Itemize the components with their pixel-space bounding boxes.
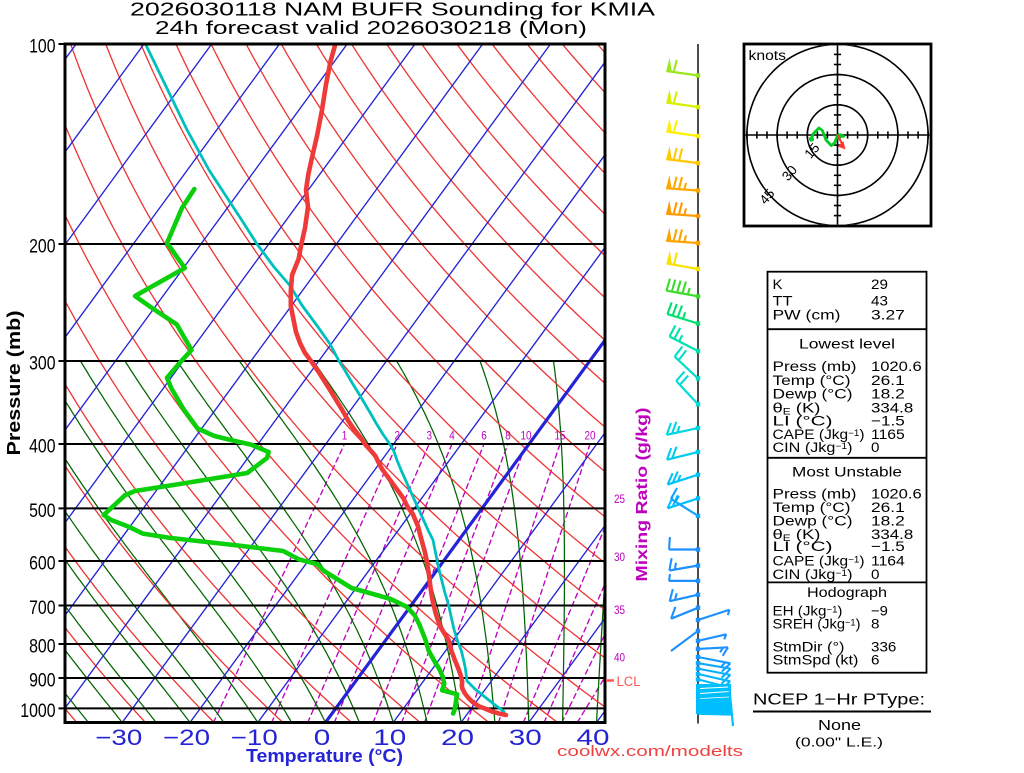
svg-text:Temperature (°C): Temperature (°C) [246, 746, 403, 766]
svg-text:LCL: LCL [617, 674, 641, 689]
svg-text:200: 200 [29, 236, 56, 258]
svg-text:Mixing Ratio (g/kg): Mixing Ratio (g/kg) [634, 408, 651, 582]
svg-text:20: 20 [441, 725, 474, 750]
svg-text:35: 35 [614, 603, 625, 617]
svg-text:None: None [818, 717, 861, 734]
svg-text:400: 400 [29, 436, 56, 458]
svg-text:15: 15 [555, 429, 566, 443]
svg-text:coolwx.com/modelts: coolwx.com/modelts [557, 743, 743, 760]
svg-text:1000: 1000 [20, 700, 55, 722]
svg-text:Most Unstable: Most Unstable [792, 464, 902, 480]
svg-text:−20: −20 [163, 725, 210, 750]
svg-text:Lowest level: Lowest level [799, 337, 895, 353]
svg-text:knots: knots [749, 48, 787, 63]
svg-text:700: 700 [29, 597, 56, 619]
svg-text:3: 3 [426, 429, 432, 443]
svg-text:3.27: 3.27 [871, 307, 905, 323]
svg-text:6: 6 [481, 429, 487, 443]
svg-text:900: 900 [29, 669, 56, 691]
svg-text:0: 0 [871, 567, 880, 583]
svg-text:500: 500 [29, 500, 56, 522]
svg-text:20: 20 [585, 429, 596, 443]
svg-text:100: 100 [29, 36, 56, 58]
svg-text:1: 1 [342, 429, 348, 443]
svg-text:4: 4 [449, 429, 455, 443]
svg-text:8: 8 [871, 617, 880, 633]
svg-text:30: 30 [509, 725, 542, 750]
svg-text:600: 600 [29, 553, 56, 575]
svg-text:(0.00" L.E.): (0.00" L.E.) [795, 736, 883, 750]
svg-text:2: 2 [394, 429, 400, 443]
svg-text:K: K [773, 277, 784, 293]
svg-text:Hodograph: Hodograph [807, 585, 887, 601]
svg-text:300: 300 [29, 352, 56, 374]
svg-text:30: 30 [614, 550, 625, 564]
svg-text:25: 25 [614, 492, 625, 506]
svg-text:10: 10 [521, 429, 532, 443]
svg-text:8: 8 [505, 429, 511, 443]
svg-text:NCEP 1−Hr PType:: NCEP 1−Hr PType: [753, 692, 925, 709]
svg-text:6: 6 [871, 653, 880, 669]
svg-text:StmSpd (kt): StmSpd (kt) [773, 653, 859, 669]
svg-text:800: 800 [29, 636, 56, 658]
svg-text:0: 0 [871, 440, 880, 456]
svg-text:29: 29 [871, 277, 888, 293]
svg-text:24h forecast valid 2026030218: 24h forecast valid 2026030218 (Mon) [155, 17, 587, 38]
svg-text:−30: −30 [95, 725, 142, 750]
svg-text:Pressure (mb): Pressure (mb) [3, 311, 24, 456]
svg-text:PW (cm): PW (cm) [773, 307, 841, 323]
svg-text:40: 40 [614, 651, 625, 665]
